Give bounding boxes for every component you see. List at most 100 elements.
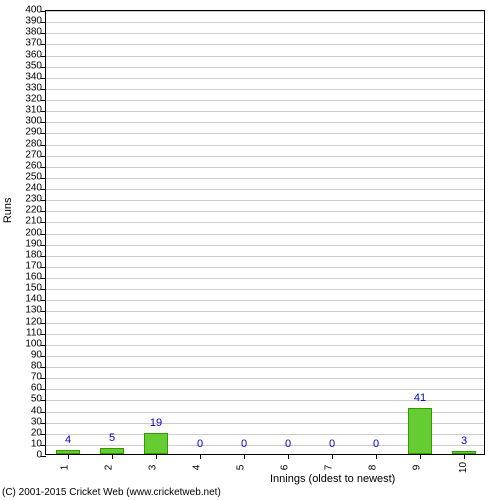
y-tick-label: 370 xyxy=(25,38,42,49)
bar-value-label: 4 xyxy=(65,434,71,446)
gridline xyxy=(46,167,484,168)
y-tick-label: 70 xyxy=(31,372,42,383)
gridline xyxy=(46,56,484,57)
y-tick-label: 60 xyxy=(31,383,42,394)
gridline xyxy=(46,78,484,79)
y-tick-label: 170 xyxy=(25,260,42,271)
y-tick-label: 230 xyxy=(25,194,42,205)
x-tick-label: 1 xyxy=(59,465,70,471)
bar-value-label: 0 xyxy=(197,438,203,450)
x-tick-mark xyxy=(244,454,245,459)
y-tick-label: 360 xyxy=(25,49,42,60)
y-tick-label: 50 xyxy=(31,394,42,405)
x-tick-label: 10 xyxy=(458,462,469,473)
y-tick-label: 220 xyxy=(25,205,42,216)
gridline xyxy=(46,345,484,346)
bar-value-label: 19 xyxy=(150,417,162,429)
gridline xyxy=(46,367,484,368)
gridline xyxy=(46,44,484,45)
y-tick-label: 380 xyxy=(25,27,42,38)
x-tick-mark xyxy=(464,454,465,459)
copyright-text: (C) 2001-2015 Cricket Web (www.cricketwe… xyxy=(2,487,221,498)
y-tick-label: 350 xyxy=(25,60,42,71)
gridline xyxy=(46,289,484,290)
y-tick-label: 10 xyxy=(31,438,42,449)
bar-value-label: 0 xyxy=(373,438,379,450)
y-axis-label: Runs xyxy=(2,197,14,223)
gridline xyxy=(46,378,484,379)
y-tick-label: 300 xyxy=(25,116,42,127)
gridline xyxy=(46,22,484,23)
gridline xyxy=(46,267,484,268)
bar-value-label: 41 xyxy=(414,392,426,404)
bar-value-label: 0 xyxy=(329,438,335,450)
gridline xyxy=(46,222,484,223)
x-tick-mark xyxy=(332,454,333,459)
y-tick-label: 30 xyxy=(31,416,42,427)
gridline xyxy=(46,89,484,90)
bar xyxy=(144,433,168,454)
gridline xyxy=(46,111,484,112)
x-tick-mark xyxy=(112,454,113,459)
gridline xyxy=(46,211,484,212)
gridline xyxy=(46,256,484,257)
x-tick-label: 3 xyxy=(147,465,158,471)
y-tick-label: 340 xyxy=(25,71,42,82)
x-tick-label: 9 xyxy=(411,465,422,471)
x-axis-label: Innings (oldest to newest) xyxy=(270,473,395,485)
x-tick-mark xyxy=(288,454,289,459)
y-tick-label: 190 xyxy=(25,238,42,249)
gridline xyxy=(46,311,484,312)
y-tick-label: 290 xyxy=(25,127,42,138)
y-tick-label: 390 xyxy=(25,16,42,27)
y-tick-label: 310 xyxy=(25,105,42,116)
gridline xyxy=(46,323,484,324)
gridline xyxy=(46,300,484,301)
bar-value-label: 0 xyxy=(285,438,291,450)
gridline xyxy=(46,122,484,123)
gridline xyxy=(46,156,484,157)
gridline xyxy=(46,234,484,235)
y-tick-label: 200 xyxy=(25,227,42,238)
gridline xyxy=(46,145,484,146)
x-tick-mark xyxy=(156,454,157,459)
x-tick-mark xyxy=(376,454,377,459)
gridline xyxy=(46,278,484,279)
y-tick-label: 40 xyxy=(31,405,42,416)
gridline xyxy=(46,200,484,201)
bar-value-label: 3 xyxy=(461,435,467,447)
x-tick-mark xyxy=(200,454,201,459)
y-tick-label: 210 xyxy=(25,216,42,227)
y-tick-label: 150 xyxy=(25,283,42,294)
y-tick-label: 250 xyxy=(25,171,42,182)
gridline xyxy=(46,178,484,179)
y-tick-label: 110 xyxy=(26,327,42,338)
bar-value-label: 0 xyxy=(241,438,247,450)
gridline xyxy=(46,189,484,190)
x-tick-mark xyxy=(420,454,421,459)
y-tick-label: 80 xyxy=(31,361,42,372)
gridline xyxy=(46,33,484,34)
y-tick-label: 0 xyxy=(36,450,42,461)
y-tick-label: 320 xyxy=(25,94,42,105)
x-tick-mark xyxy=(68,454,69,459)
x-tick-label: 8 xyxy=(367,465,378,471)
y-tick-label: 240 xyxy=(25,183,42,194)
y-tick-label: 140 xyxy=(25,294,42,305)
y-tick-label: 270 xyxy=(25,149,42,160)
gridline xyxy=(46,11,484,12)
y-tick-label: 330 xyxy=(25,82,42,93)
y-tick-label: 120 xyxy=(25,316,42,327)
y-tick-label: 180 xyxy=(25,249,42,260)
y-tick-label: 160 xyxy=(25,272,42,283)
y-tick-label: 280 xyxy=(25,138,42,149)
y-tick-label: 100 xyxy=(25,338,42,349)
x-tick-label: 2 xyxy=(103,465,114,471)
gridline xyxy=(46,389,484,390)
x-tick-label: 7 xyxy=(323,465,334,471)
y-tick-label: 90 xyxy=(31,349,42,360)
gridline xyxy=(46,133,484,134)
y-tick-label: 130 xyxy=(25,305,42,316)
gridline xyxy=(46,356,484,357)
gridline xyxy=(46,100,484,101)
